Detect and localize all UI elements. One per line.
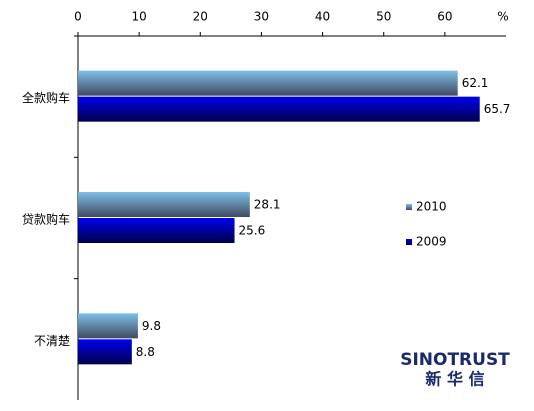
y-tick-label: 全款购车 — [22, 90, 70, 105]
value-label: 25.6 — [239, 224, 266, 238]
x-tick-label: 10 — [132, 10, 147, 24]
y-tick-label: 贷款购车 — [22, 212, 70, 227]
legend-label: 2009 — [416, 235, 447, 249]
bar — [78, 70, 458, 96]
legend-swatch — [406, 239, 412, 245]
value-label: 28.1 — [254, 198, 281, 212]
x-tick-label: 40 — [315, 10, 330, 24]
x-tick-label: 50 — [376, 10, 391, 24]
bar — [78, 192, 250, 217]
value-label: 9.8 — [142, 319, 161, 333]
legend-swatch — [406, 204, 412, 210]
watermark: 新 华 信 — [425, 370, 484, 389]
bar — [78, 313, 138, 339]
bar — [78, 96, 480, 122]
bar — [78, 339, 132, 365]
y-tick-label: 不清楚 — [34, 334, 70, 348]
x-tick-label: 20 — [193, 10, 208, 24]
value-label: 62.1 — [462, 76, 489, 90]
x-tick-label: 30 — [254, 10, 269, 24]
bar — [78, 218, 235, 243]
value-label: 8.8 — [136, 345, 155, 359]
x-tick-label: 60 — [437, 10, 452, 24]
value-label: 65.7 — [484, 102, 511, 116]
legend-label: 2010 — [416, 200, 447, 214]
x-axis-label: % — [497, 10, 508, 24]
x-tick-label: 0 — [74, 10, 82, 24]
watermark: SINOTRUST — [400, 350, 510, 370]
